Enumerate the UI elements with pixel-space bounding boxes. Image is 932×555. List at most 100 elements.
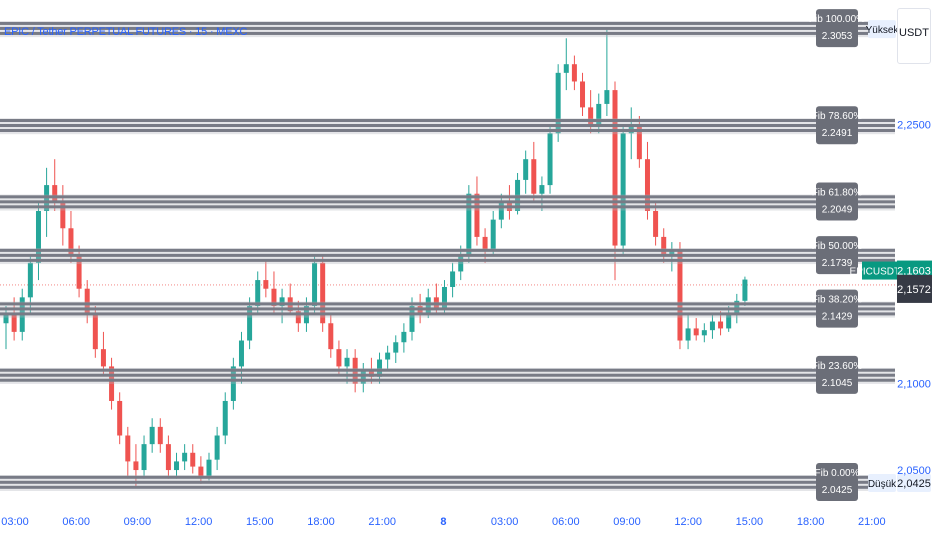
x-tick-label: 09:00 (613, 516, 641, 528)
candle-body (238, 340, 244, 367)
y-tick-label: 2,1000 (897, 379, 931, 391)
fib-level-4: Fib 38.20% 2.1429 (0, 289, 895, 328)
fib-line (0, 205, 895, 209)
fib-value: 2.3053 (822, 31, 853, 42)
candle-body (441, 286, 447, 308)
candle-body (230, 366, 236, 401)
candle-body (693, 328, 699, 336)
candle-body (466, 193, 472, 255)
fib-label-box (816, 9, 858, 48)
x-tick-label: 21:00 (858, 516, 886, 528)
axis-layer: 2,25002,10002,0500EPICUSDT.P2,160300:502… (1, 120, 932, 528)
x-tick-label: 8 (440, 516, 446, 528)
candle-body (255, 280, 261, 306)
fib-label-box (816, 289, 858, 328)
candle-body (3, 314, 9, 324)
fib-label-box (816, 182, 858, 221)
candle-body (76, 254, 82, 289)
candle-body (279, 297, 285, 306)
fib-value: 2.2491 (822, 128, 853, 139)
candle-body (531, 159, 537, 194)
fib-label-box (816, 463, 858, 501)
x-tick-label: 12:00 (674, 516, 702, 528)
x-tick-label: 03:00 (1, 516, 29, 528)
fib-level-6: Fib 0.00% 2.0425 Düşük 2,0425 (0, 463, 931, 501)
symbol-tag: EPICUSDT.P (850, 267, 909, 278)
candle-body (718, 321, 724, 329)
candle-body (263, 280, 269, 289)
candle-body (636, 124, 642, 160)
candle-body (344, 357, 350, 367)
candle-body (165, 444, 171, 471)
candle-body (271, 288, 277, 306)
candle-body (368, 369, 374, 377)
x-tick-label: 18:00 (797, 516, 825, 528)
symbol-tag-box (862, 261, 897, 280)
candle-body (498, 202, 504, 220)
x-tick-label: 15:00 (736, 516, 764, 528)
fib-line (0, 253, 895, 257)
fib-line (0, 26, 895, 30)
candle-body (328, 323, 334, 350)
fib-side-tag-box (868, 20, 896, 39)
candle-body (100, 349, 106, 367)
candle-body (709, 321, 715, 331)
candle-body (174, 461, 180, 471)
candle-body (92, 314, 98, 350)
currency-button[interactable]: USDT (897, 8, 931, 64)
candle-body (149, 426, 155, 445)
fib-line (0, 200, 895, 204)
candle-body (84, 288, 90, 315)
fib-level-3: Fib 50.00% 2.1739 (0, 236, 895, 275)
fib-value: 2.0425 (822, 485, 853, 496)
fib-line (0, 373, 895, 377)
chart-title[interactable]: EPIC / Tether PERPETUAL FUTURES · 15 · M… (4, 26, 248, 38)
fib-side-tag: Düşük (868, 479, 897, 490)
fib-line (0, 475, 895, 479)
candle-body (490, 219, 496, 249)
candle-body (198, 466, 204, 477)
candle-body (596, 103, 602, 125)
fib-side-tag-box (868, 474, 896, 492)
fib-label: Fib 61.80% (812, 188, 863, 199)
candle-body (588, 107, 594, 125)
candle-body (450, 271, 456, 287)
candle-body (295, 311, 301, 324)
candle-body (320, 262, 326, 324)
candle-body (644, 159, 650, 211)
candle-body (222, 400, 228, 436)
candle-body (214, 435, 220, 460)
candle-body (547, 133, 553, 186)
crosshair-price-box (897, 274, 932, 303)
x-tick-label: 06:00 (62, 516, 90, 528)
x-tick-label: 21:00 (368, 516, 396, 528)
candle-body (393, 342, 399, 353)
candle-body (580, 81, 586, 108)
fib-level-5: Fib 23.60% 2.1045 (0, 355, 895, 394)
candle-body (474, 193, 480, 237)
fib-side-value: 2,0425 (897, 478, 931, 490)
fib-line (0, 119, 895, 123)
candle-body (482, 236, 488, 249)
fib-label-box (816, 355, 858, 394)
candle-body (336, 349, 342, 367)
fib-side-tag: Yüksek (866, 25, 900, 36)
candle-body (742, 279, 748, 301)
candle-body (620, 133, 626, 246)
candle-body (60, 202, 66, 229)
fib-value: 2.1429 (822, 312, 853, 323)
fib-label: Fib 100.00% (809, 14, 865, 25)
fib-line (0, 248, 895, 252)
candle-body (27, 262, 33, 298)
candle-body (661, 236, 667, 255)
candle-body (458, 254, 464, 272)
x-tick-label: 18:00 (307, 516, 335, 528)
candle-body (68, 228, 74, 255)
fib-label: Fib 38.20% (812, 295, 863, 306)
x-tick-label: 06:00 (552, 516, 580, 528)
candle-body (125, 435, 131, 462)
candle-body (555, 72, 561, 134)
